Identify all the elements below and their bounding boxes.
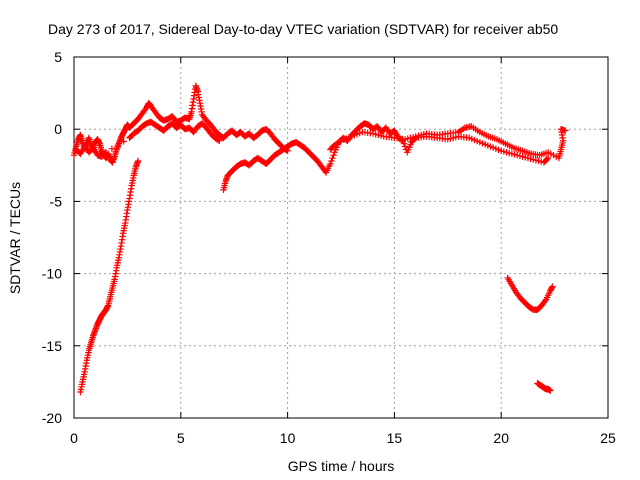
x-tick-label: 20 (493, 430, 509, 446)
data-point (216, 137, 223, 144)
data-point (108, 145, 116, 152)
y-axis-label: SDTVAR / TECUs (7, 182, 23, 294)
data-point (102, 149, 110, 156)
plot-frame (73, 56, 609, 419)
data-point (328, 157, 335, 165)
data-point (114, 141, 121, 149)
x-tick-labels: 0 5 10 15 20 25 (70, 430, 616, 446)
x-tick-label: 25 (600, 430, 616, 446)
y-tick-labels: -20 -15 -10 -5 0 5 (42, 49, 62, 426)
data-point (330, 151, 337, 159)
series-track-g-bottom (534, 380, 554, 394)
y-tick-label: -10 (42, 266, 62, 282)
data-point (549, 283, 556, 290)
y-tick-label: -5 (50, 193, 63, 209)
x-tick-label: 15 (387, 430, 403, 446)
y-tick-label: 5 (54, 49, 62, 65)
chart-title: Day 273 of 2017, Sidereal Day-to-day VTE… (48, 21, 558, 37)
data-point (134, 157, 142, 165)
data-point (543, 155, 551, 163)
data-point (329, 154, 336, 162)
data-point (544, 154, 552, 162)
y-tick-label: 0 (54, 121, 62, 137)
series-track-c-lower (72, 118, 223, 160)
data-point (547, 387, 554, 394)
series-track-f-arc (504, 274, 556, 313)
data-point (400, 140, 408, 147)
data-point (214, 136, 222, 144)
x-tick-label: 5 (177, 430, 185, 446)
y-tick-label: -15 (42, 338, 62, 354)
grid-lines (74, 57, 608, 418)
x-tick-label: 10 (280, 430, 296, 446)
data-marks (70, 82, 569, 396)
data-point (541, 297, 549, 305)
axis-ticks (73, 56, 609, 419)
data-point (327, 160, 334, 168)
series-track-e-upper-right (327, 123, 569, 162)
data-point (562, 127, 569, 134)
data-point (401, 143, 409, 150)
x-tick-label: 0 (70, 430, 78, 446)
x-axis-label: GPS time / hours (288, 458, 395, 474)
data-point (101, 150, 109, 157)
series-track-a-rising (77, 157, 142, 396)
data-point (120, 138, 127, 145)
y-tick-label: -20 (42, 410, 62, 426)
